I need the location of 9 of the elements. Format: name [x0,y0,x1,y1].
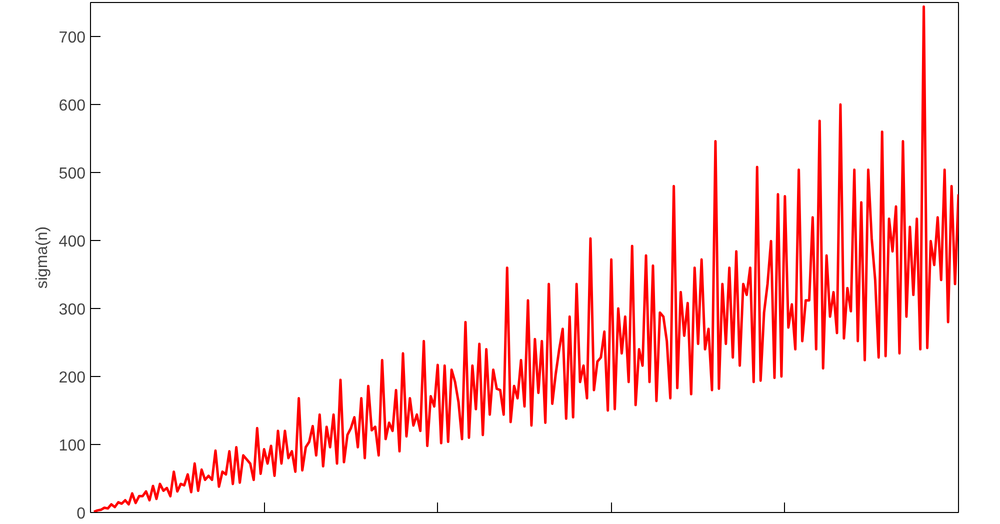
y-axis-title: sigma(n) [34,226,51,289]
y-tick-label: 500 [58,166,86,182]
y-tick-label: 200 [58,370,86,386]
y-tick-label: 600 [58,98,86,114]
y-tick-label: 300 [58,302,86,318]
y-tick-label: 0 [76,506,86,522]
y-tick-label: 700 [58,30,86,46]
y-tick-label: 100 [58,438,86,454]
y-tick-label: 400 [58,234,86,250]
